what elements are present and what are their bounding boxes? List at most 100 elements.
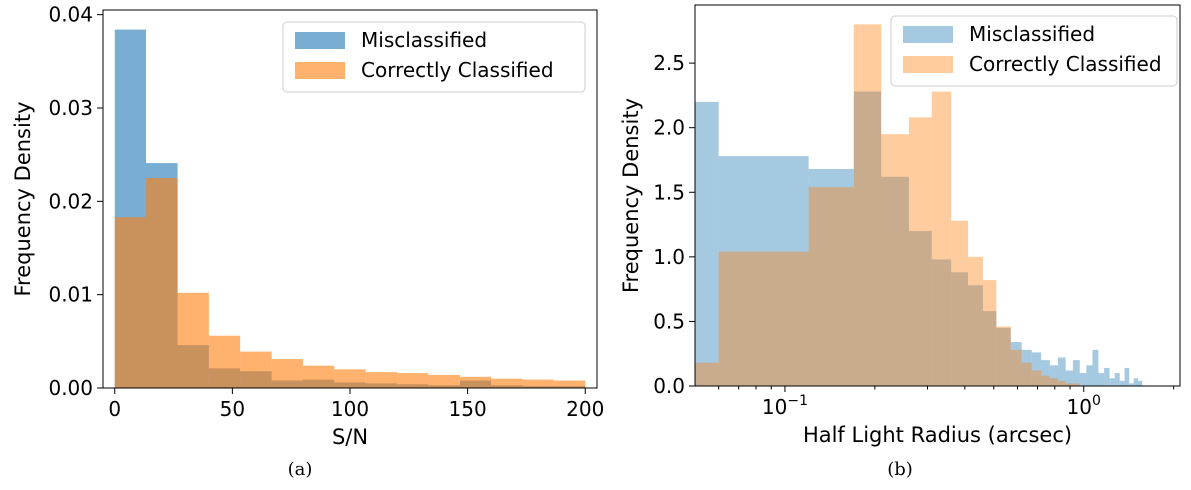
- bar: [1057, 380, 1066, 386]
- bar: [1138, 380, 1143, 386]
- bar: [177, 292, 209, 388]
- bar: [1133, 378, 1139, 386]
- bar: [982, 311, 997, 386]
- x-tick-label: 150: [449, 397, 487, 421]
- bar: [1065, 383, 1073, 386]
- bar: [334, 369, 366, 388]
- bar: [1057, 357, 1066, 386]
- y-tick-label: 0.01: [48, 283, 93, 307]
- bar: [1041, 375, 1050, 386]
- bar: [208, 335, 241, 388]
- bar: [968, 256, 983, 386]
- legend-label: Misclassified: [361, 28, 487, 52]
- y-tick-label: 0.0: [653, 374, 685, 398]
- bar: [996, 327, 1011, 386]
- bar: [240, 351, 272, 388]
- bar: [1129, 383, 1134, 386]
- bar: [951, 272, 969, 386]
- bar: [1031, 370, 1042, 386]
- y-tick-label: 2.5: [653, 51, 685, 75]
- bar: [808, 169, 854, 386]
- legend-swatch: [295, 32, 345, 49]
- bar: [1041, 360, 1050, 386]
- y-tick-label: 2.0: [653, 116, 685, 140]
- bar: [1072, 360, 1080, 386]
- legend-label: Misclassified: [969, 22, 1095, 46]
- bar: [114, 217, 147, 388]
- bar: [397, 373, 429, 388]
- bar: [996, 326, 1011, 386]
- bar: [1049, 365, 1058, 386]
- bar: [908, 117, 932, 387]
- series-1: [695, 24, 1080, 387]
- bar: [1124, 367, 1130, 386]
- bar: [1079, 373, 1087, 386]
- bar: [982, 280, 997, 386]
- bar: [365, 372, 398, 388]
- bar: [491, 378, 523, 388]
- y-tick-label: 0.5: [653, 309, 685, 333]
- legend-label: Correctly Classified: [969, 52, 1162, 76]
- bar: [718, 156, 809, 386]
- legend: Misclassified Correctly Classified: [890, 15, 1178, 87]
- bar: [459, 376, 492, 388]
- bar: [522, 379, 554, 388]
- bar: [302, 365, 335, 388]
- y-tick-label: 0.02: [48, 189, 93, 213]
- bar: [146, 178, 178, 388]
- bar: [1092, 349, 1099, 386]
- bar: [553, 380, 586, 388]
- series-1: [114, 178, 586, 388]
- legend-swatch: [295, 62, 345, 79]
- y-axis-label: Frequency Density: [619, 98, 643, 293]
- bar: [1021, 362, 1032, 386]
- bar: [1072, 383, 1080, 386]
- bar: [908, 231, 932, 386]
- y-tick-label: 0.04: [48, 3, 93, 27]
- bar: [968, 285, 983, 386]
- bar: [695, 362, 719, 386]
- bar: [1119, 380, 1125, 386]
- bar: [1049, 378, 1058, 386]
- legend-swatch: [903, 56, 953, 73]
- x-tick-label: 200: [566, 397, 604, 421]
- x-tick-label: 100: [1067, 393, 1101, 419]
- legend: Misclassified Correctly Classified: [282, 21, 586, 93]
- x-tick-label: 0: [108, 397, 121, 421]
- y-axis-label: Frequency Density: [11, 102, 35, 297]
- x-axis-label: S/N: [332, 425, 368, 449]
- bar: [1010, 342, 1022, 386]
- x-tick-label: 10−1: [762, 393, 808, 419]
- subfigure-caption: (b): [887, 459, 913, 480]
- axes-frame: [694, 4, 1181, 387]
- bar: [853, 91, 882, 387]
- bar: [1109, 378, 1115, 386]
- bar: [931, 91, 952, 387]
- subfigure-caption: (a): [288, 459, 313, 480]
- x-tick-label: 100: [331, 397, 369, 421]
- x-axis-label: Half Light Radius (arcsec): [803, 423, 1072, 447]
- legend-box: [282, 21, 586, 93]
- bar: [881, 176, 909, 386]
- bar: [1031, 352, 1042, 386]
- bar: [853, 24, 882, 386]
- y-tick-label: 1.0: [653, 245, 685, 269]
- bar: [271, 359, 303, 388]
- y-tick-label: 0.03: [48, 96, 93, 120]
- bar: [951, 220, 969, 386]
- bar: [1114, 373, 1120, 386]
- bar: [428, 374, 460, 388]
- bar: [718, 251, 809, 386]
- y-tick-label: 0.00: [48, 376, 93, 400]
- bar: [695, 101, 719, 386]
- bar: [1021, 349, 1032, 386]
- legend-label: Correctly Classified: [361, 58, 554, 82]
- x-tick-label: 50: [220, 397, 245, 421]
- legend-swatch: [903, 26, 953, 43]
- bar: [881, 134, 909, 386]
- bar: [1104, 367, 1110, 386]
- y-tick-label: 1.5: [653, 180, 685, 204]
- x-tick-exponent: −1: [787, 393, 808, 409]
- legend-box: [890, 15, 1178, 87]
